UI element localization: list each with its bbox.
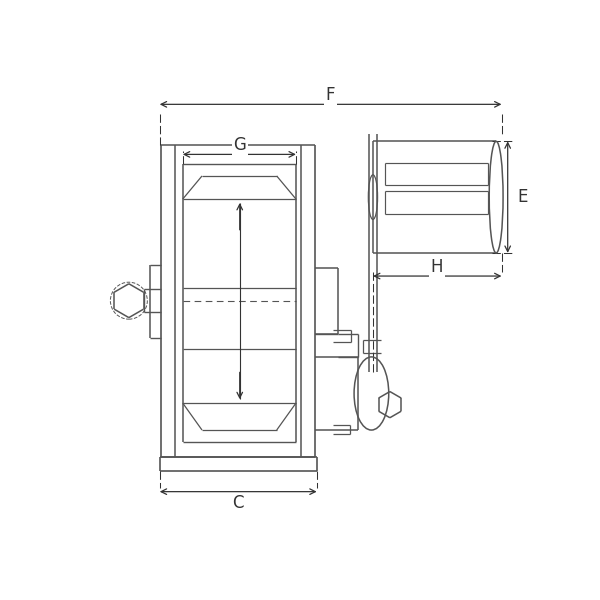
Text: H: H	[431, 258, 443, 276]
Text: F: F	[326, 86, 335, 104]
Text: C: C	[232, 494, 244, 512]
Text: E: E	[517, 188, 527, 206]
Text: G: G	[233, 136, 246, 154]
